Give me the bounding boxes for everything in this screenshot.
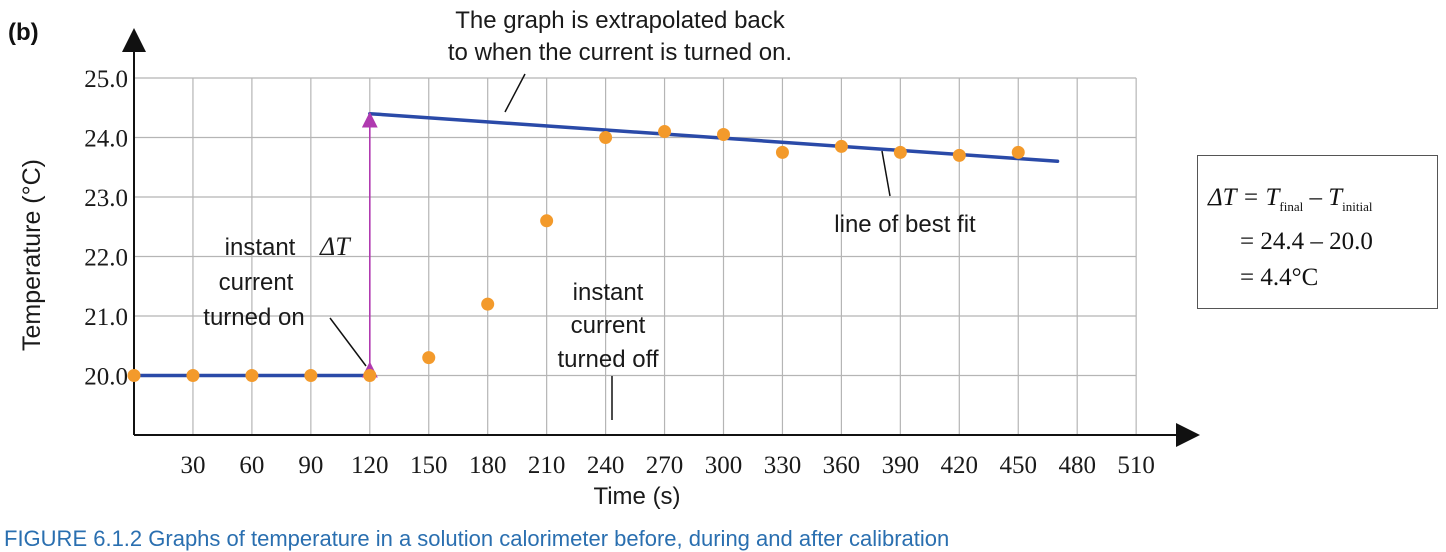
data-point	[422, 351, 435, 364]
y-tick-label: 22.0	[84, 245, 128, 272]
data-point	[776, 146, 789, 159]
formula-line-3: = 4.4°C	[1240, 264, 1318, 292]
data-point	[363, 369, 376, 382]
y-tick-label: 21.0	[84, 304, 128, 331]
turned-off-note-line3: turned off	[558, 346, 659, 373]
data-point	[717, 128, 730, 141]
data-point	[1012, 146, 1025, 159]
turned-on-note-line1: instant	[225, 234, 296, 261]
x-tick-label: 210	[528, 452, 566, 479]
panel-label: (b)	[8, 19, 39, 46]
x-tick-label: 90	[298, 452, 323, 479]
x-tick-labels: 30 60 90 120 150 180 210 240 270 300 330 360 390 420 4…	[180, 452, 1154, 479]
extrapolation-note-line1: The graph is extrapolated back	[455, 7, 786, 34]
x-tick-label: 240	[587, 452, 625, 479]
data-point	[128, 369, 141, 382]
y-tick-labels: 20.0 21.0 22.0 23.0 24.0 25.0	[84, 66, 128, 391]
data-point	[894, 146, 907, 159]
x-tick-label: 270	[646, 452, 684, 479]
turned-on-callout-line	[330, 318, 366, 366]
data-point	[304, 369, 317, 382]
data-point	[835, 140, 848, 153]
x-tick-label: 510	[1117, 452, 1155, 479]
turned-on-note-line3: turned on	[203, 304, 304, 331]
y-axis-label: Temperature (°C)	[18, 159, 46, 351]
x-tick-label: 30	[180, 452, 205, 479]
turned-on-note-line2: current	[219, 269, 294, 296]
best-fit-callout-line	[882, 151, 890, 196]
data-point	[540, 214, 553, 227]
x-tick-label: 450	[1000, 452, 1038, 479]
formula-line-1: ΔT = Tfinal – Tinitial	[1208, 184, 1372, 215]
x-tick-label: 150	[410, 452, 448, 479]
x-tick-label: 480	[1058, 452, 1096, 479]
y-tick-label: 25.0	[84, 66, 128, 93]
turned-off-note-line2: current	[571, 312, 646, 339]
formula-delta-t-final: ΔT = T	[1208, 184, 1279, 211]
data-point	[245, 369, 258, 382]
x-tick-label: 120	[351, 452, 389, 479]
data-point	[186, 369, 199, 382]
delta-t-formula-box: ΔT = Tfinal – Tinitial = 24.4 – 20.0 = 4…	[1197, 155, 1438, 309]
data-point	[599, 131, 612, 144]
y-tick-label: 23.0	[84, 185, 128, 212]
formula-line-2: = 24.4 – 20.0	[1240, 228, 1373, 256]
turned-off-note-line1: instant	[573, 279, 644, 306]
x-tick-label: 60	[239, 452, 264, 479]
formula-minus-t: – T	[1303, 184, 1342, 211]
y-tick-label: 20.0	[84, 364, 128, 391]
best-fit-note: line of best fit	[834, 211, 976, 238]
x-axis-label: Time (s)	[593, 483, 680, 510]
x-tick-label: 330	[764, 452, 802, 479]
y-tick-label: 24.0	[84, 126, 128, 153]
data-point	[658, 125, 671, 138]
x-tick-label: 360	[823, 452, 861, 479]
delta-t-label: ΔT	[319, 232, 351, 261]
extrapolation-callout-line	[505, 74, 525, 112]
x-tick-label: 300	[705, 452, 743, 479]
extrapolation-note-line2: to when the current is turned on.	[448, 39, 792, 66]
data-point	[953, 149, 966, 162]
x-tick-label: 390	[882, 452, 920, 479]
formula-sub-initial: initial	[1342, 199, 1372, 214]
x-tick-label: 420	[941, 452, 979, 479]
formula-sub-final: final	[1279, 199, 1303, 214]
x-tick-label: 180	[469, 452, 507, 479]
data-point	[481, 298, 494, 311]
figure-caption: FIGURE 6.1.2 Graphs of temperature in a …	[4, 526, 949, 552]
